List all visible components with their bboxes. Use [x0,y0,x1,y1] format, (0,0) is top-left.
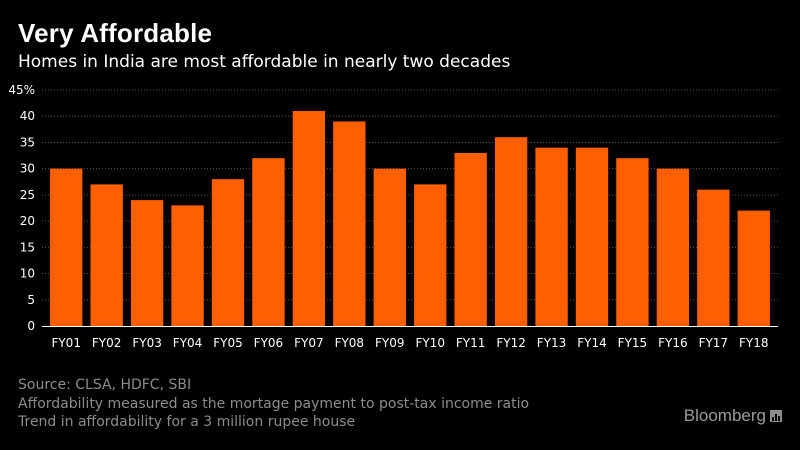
y-tick-label: 20 [20,214,35,228]
bar [535,147,568,326]
x-tick-label: FY14 [577,336,607,350]
y-tick-label: 25 [20,188,35,202]
bar [130,200,164,326]
y-tick-label: 0 [27,319,35,333]
x-tick-label: FY10 [415,336,445,350]
y-tick-label: 40 [20,109,35,123]
x-tick-label: FY12 [496,336,526,350]
x-tick-label: FY11 [456,336,486,350]
x-tick-label: FY17 [699,336,729,350]
x-tick-label: FY18 [739,336,769,350]
chart-notes: Source: CLSA, HDFC, SBI Affordability me… [18,376,529,432]
x-tick-label: FY09 [375,336,405,350]
bars-icon [770,410,782,422]
bar [171,205,204,326]
x-tick-label: FY03 [132,336,162,350]
x-tick-label: FY01 [51,336,81,350]
x-tick-label: FY04 [173,336,203,350]
x-tick-label: FY06 [254,336,284,350]
bar [50,168,83,326]
bar [737,210,770,326]
source-note: Source: CLSA, HDFC, SBI [18,377,192,393]
bar [333,121,366,326]
brand-name: Bloomberg [683,406,766,425]
x-tick-label: FY05 [213,336,243,350]
bar [292,110,326,326]
bar [697,189,730,326]
bar [252,158,285,326]
y-tick-label: 10 [20,267,35,281]
chart-title: Very Affordable [18,18,213,48]
chart-subtitle: Homes in India are most affordable in ne… [18,52,511,72]
bar [90,184,123,326]
bar [616,158,649,326]
bar [414,184,447,326]
bar [211,179,245,326]
y-tick-label: 15 [20,240,35,254]
x-tick-label: FY13 [537,336,567,350]
bar [494,137,528,326]
trend-note: Trend in affordability for a 3 million r… [18,414,356,430]
y-tick-label: 5 [27,293,35,307]
y-tick-label: 35 [20,135,35,149]
bar [656,168,690,326]
x-tick-label: FY02 [92,336,122,350]
y-tick-label: 30 [20,162,35,176]
methodology-note: Affordability measured as the mortage pa… [18,395,530,412]
bar [575,147,609,326]
x-tick-label: FY08 [335,336,365,350]
brand-logo: Bloomberg [684,406,782,426]
x-tick-label: FY16 [658,336,688,350]
bar [454,152,487,326]
y-tick-label: 45% [8,83,35,97]
x-tick-label: FY07 [294,336,324,350]
x-tick-label: FY15 [618,336,648,350]
bar [373,168,406,326]
